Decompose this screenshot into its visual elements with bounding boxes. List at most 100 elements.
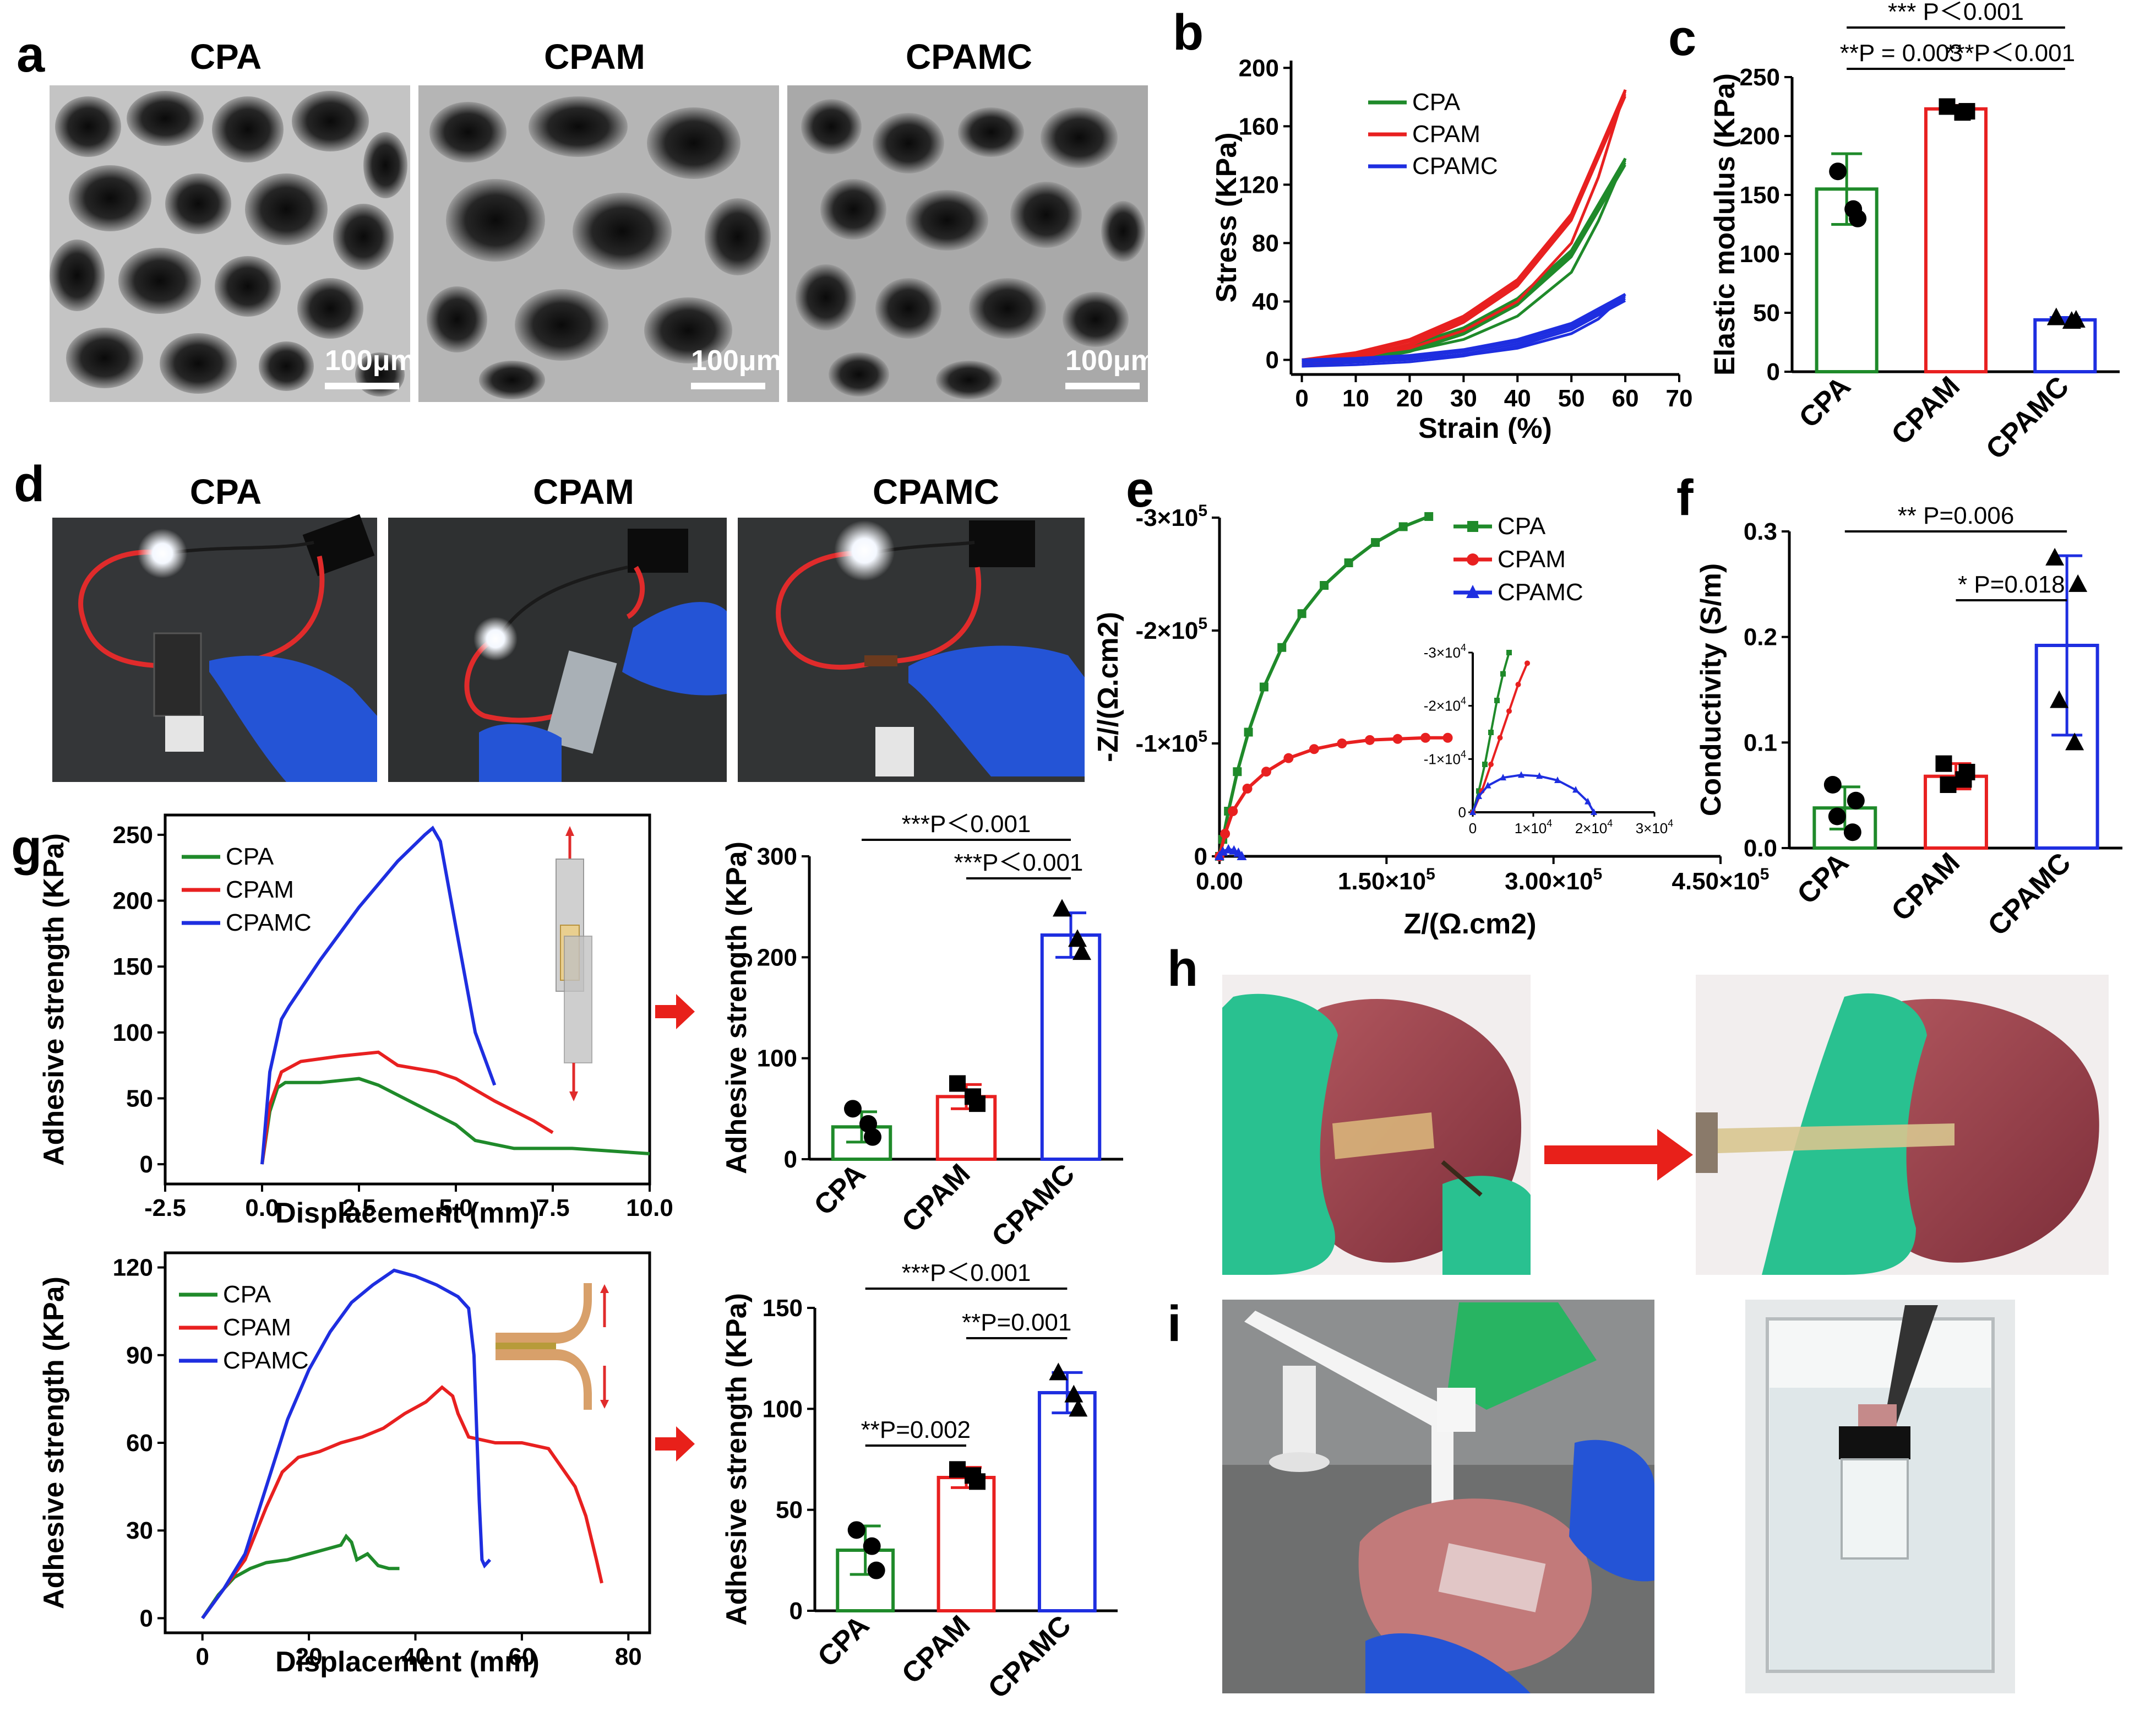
inset-data-point (1591, 808, 1597, 815)
x-tick-label: CPAM (1885, 846, 1966, 927)
y-tick-label: 0.0 (1744, 835, 1777, 862)
y-tick-label: 300 (757, 843, 797, 870)
data-point (1828, 807, 1846, 825)
data-point (1365, 735, 1375, 745)
x-tick-label: CPAMC (986, 1158, 1081, 1253)
legend-label: CPA (1412, 89, 1461, 116)
legend-marker (1467, 553, 1479, 566)
inset-data-point (1506, 708, 1512, 714)
y-tick-label: 0 (1194, 843, 1207, 870)
x-tick-label: 40 (1504, 385, 1531, 412)
circuit-photo-cpa (52, 514, 377, 782)
x-tick-label: 20 (1396, 385, 1423, 412)
x-tick-label: 1.50×105 (1338, 865, 1435, 895)
data-point (1242, 784, 1253, 794)
significance-label: **P=0.001 (962, 1309, 1071, 1336)
legend-label: CPAM (226, 876, 294, 903)
x-tick-label: 0.0 (245, 1194, 279, 1221)
significance-label: ***P＜0.001 (902, 811, 1031, 838)
panel-label-e: e (1126, 461, 1154, 518)
y-axis-label: Conductivity (S/m) (1695, 563, 1727, 816)
series-line-cpamc (201, 1268, 492, 1620)
significance-label: **P = 0.003 (1840, 40, 1963, 67)
y-tick-label: 150 (763, 1295, 803, 1322)
y-tick-label: 40 (1252, 288, 1279, 315)
data-point (1261, 767, 1271, 777)
y-tick-label: 100 (763, 1395, 803, 1422)
arrow-right-icon (655, 1426, 695, 1462)
data-point (1220, 829, 1231, 839)
inset-data-point (1536, 772, 1543, 779)
y-tick-label: 80 (1252, 230, 1279, 257)
y-tick-label: 50 (1753, 300, 1780, 327)
x-tick-label: 60 (508, 1643, 535, 1670)
bar-cpamc (1037, 1391, 1097, 1612)
arrow-right-icon (1544, 1129, 1693, 1181)
sem-title-cpamc: CPAMC (906, 37, 1032, 77)
y-tick-label: 50 (776, 1497, 803, 1524)
inset-data-point (1506, 650, 1512, 655)
y-axis-label: Adhesive strength (KPa) (38, 833, 70, 1166)
x-tick-label: 4.50×105 (1672, 865, 1770, 895)
data-point (1337, 738, 1347, 748)
data-point (1847, 791, 1865, 810)
significance-label: ***P＜0.001 (1946, 40, 2075, 67)
data-point (847, 1521, 865, 1539)
legend-label: CPA (223, 1281, 271, 1308)
bar-cpam (937, 1476, 996, 1612)
bar-cpam (1924, 107, 1988, 373)
legend-label: CPAM (1498, 546, 1566, 573)
data-point (1237, 851, 1247, 860)
y-tick-label: 120 (113, 1254, 153, 1281)
inset-data-point (1476, 788, 1482, 794)
inset-data-point (1482, 762, 1488, 767)
x-tick-label: CPA (1791, 846, 1855, 910)
bar-cpamc (1040, 933, 1102, 1161)
y-axis-label: Adhesive strength (KPa) (38, 1277, 70, 1609)
sem-title-cpam: CPAM (544, 37, 645, 77)
y-tick-label: 0 (784, 1146, 797, 1173)
data-point (863, 1537, 881, 1555)
arrow-right-icon (655, 994, 695, 1029)
y-axis-label: Adhesive strength (KPa) (721, 841, 753, 1174)
y-tick-label: 0 (1767, 359, 1780, 385)
y-tick-label: -2×105 (1136, 615, 1207, 644)
y-tick-label: -3×105 (1136, 502, 1207, 531)
sem-image-cpa: 100μm (50, 85, 416, 402)
data-point (1064, 1384, 1084, 1403)
data-point (1233, 767, 1242, 776)
heart-water-wash-photo (1222, 1300, 1654, 1693)
panel-label-b: b (1173, 4, 1204, 61)
x-tick-label: 2.5 (342, 1194, 375, 1221)
series-line-cpa (1302, 164, 1626, 368)
y-tick-label: 0 (790, 1598, 803, 1625)
panel-label-h: h (1167, 941, 1198, 997)
x-tick-label: 40 (402, 1643, 429, 1670)
inset-x-tick-label: 1×104 (1515, 818, 1553, 837)
data-point (1049, 1362, 1068, 1381)
panel-label-g: g (11, 819, 42, 876)
legend-label: CPAMC (226, 909, 312, 936)
data-point (1371, 538, 1380, 547)
inset-data-point (1488, 730, 1494, 735)
significance-label: *** P＜0.001 (1888, 0, 2024, 25)
sem-title-cpa: CPA (190, 37, 262, 77)
legend-label: CPAM (1412, 121, 1480, 148)
x-tick-label: CPA (812, 1609, 875, 1673)
data-point (1958, 103, 1975, 120)
data-point (864, 1128, 881, 1146)
photo-title-cpa: CPA (190, 472, 262, 512)
series-line-cpamc (260, 825, 497, 1165)
data-point (2068, 574, 2088, 592)
x-tick-label: CPAM (896, 1609, 977, 1690)
y-axis-label: Elastic modulus (KPa) (1709, 73, 1741, 376)
y-tick-label: -1×105 (1136, 727, 1207, 757)
x-axis-label: Z/(Ω.cm2) (1403, 908, 1536, 940)
y-tick-label: 0 (1266, 346, 1279, 373)
chart-f-conductivity: 0.0 0.1 0.2 0.3 Conductivity (S/m) CPA CPAM CPA… (1695, 502, 2122, 942)
data-point (969, 1095, 986, 1112)
series-line-cpa (260, 1077, 650, 1165)
x-tick-label: 20 (296, 1643, 323, 1670)
heart-photo-after (1696, 975, 2109, 1275)
